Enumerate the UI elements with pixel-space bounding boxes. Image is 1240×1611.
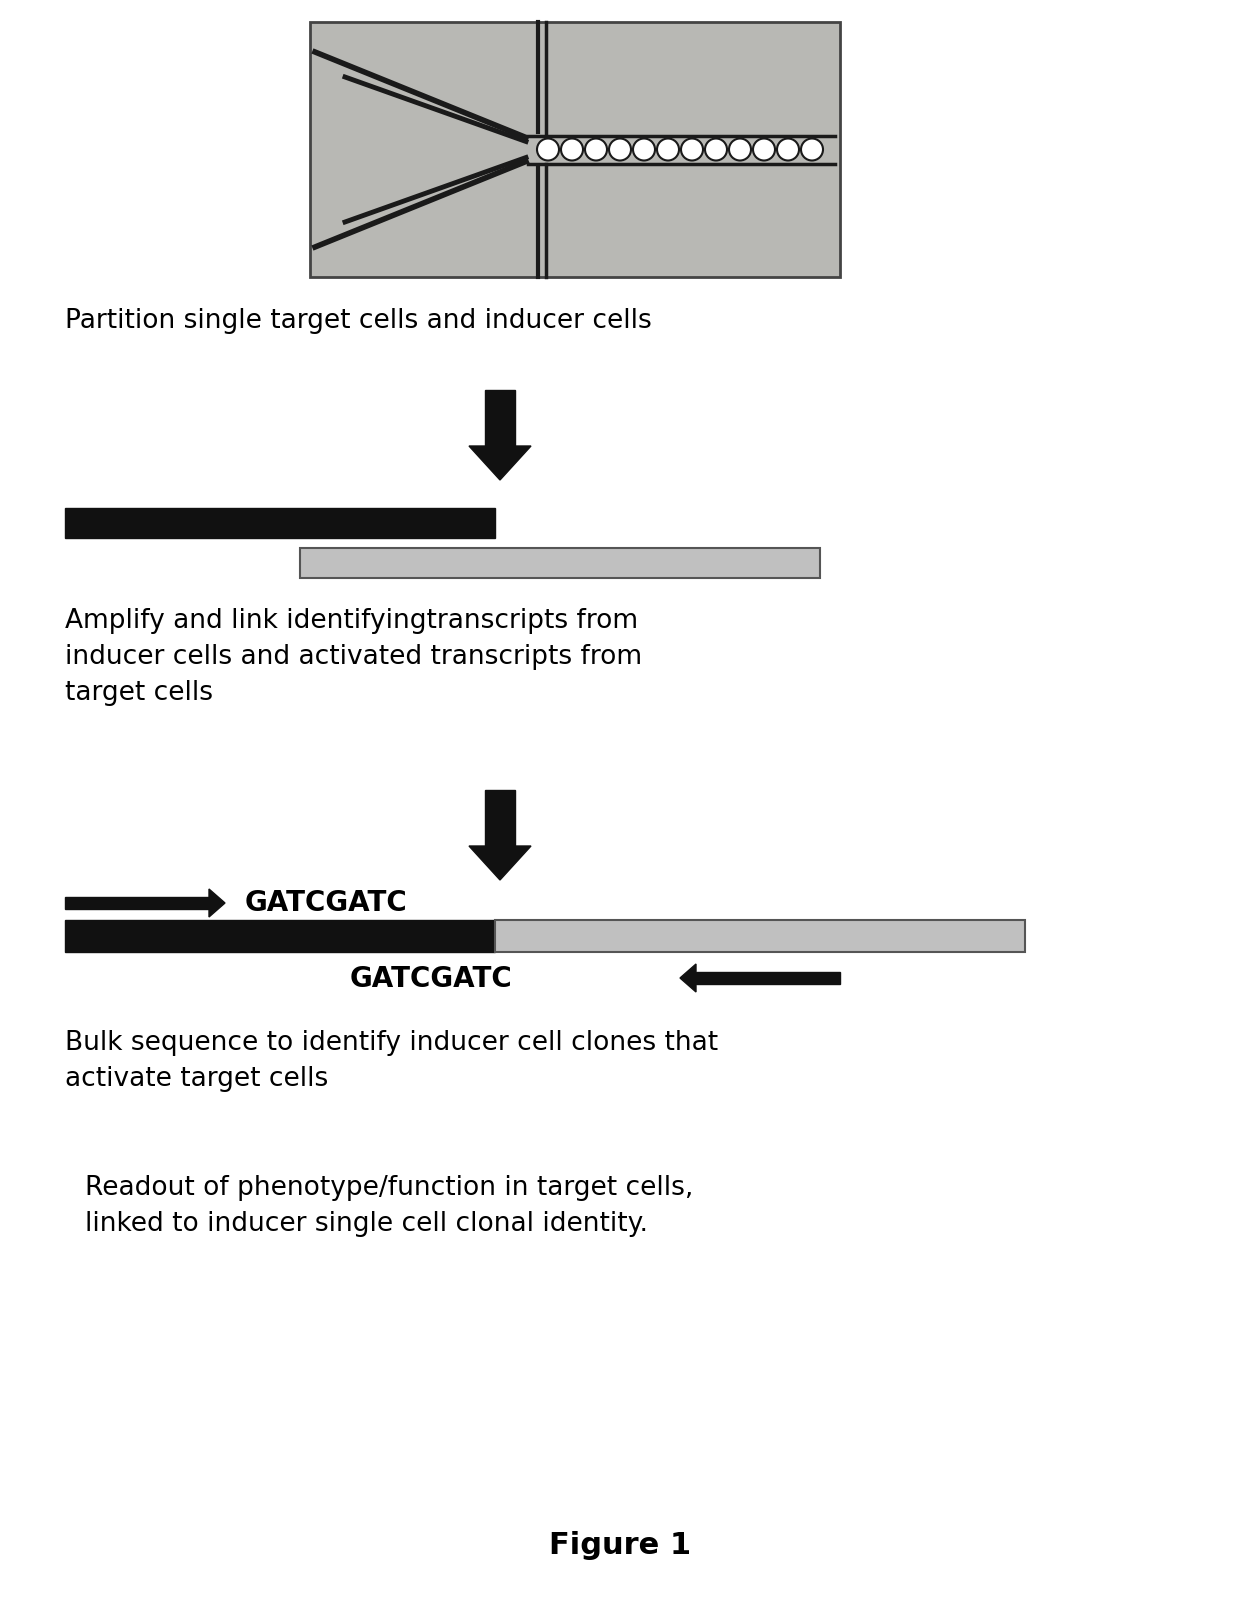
FancyBboxPatch shape [64, 920, 495, 952]
Polygon shape [469, 446, 531, 480]
Text: Amplify and link identifyingtranscripts from
inducer cells and activated transcr: Amplify and link identifyingtranscripts … [64, 607, 642, 706]
Circle shape [706, 139, 727, 161]
Circle shape [729, 139, 751, 161]
Circle shape [609, 139, 631, 161]
Circle shape [753, 139, 775, 161]
Text: GATCGATC: GATCGATC [350, 965, 513, 992]
FancyBboxPatch shape [495, 920, 1025, 952]
Circle shape [777, 139, 799, 161]
Circle shape [632, 139, 655, 161]
Circle shape [681, 139, 703, 161]
Polygon shape [469, 846, 531, 880]
FancyBboxPatch shape [64, 897, 210, 909]
Polygon shape [210, 889, 224, 917]
Circle shape [585, 139, 608, 161]
Text: Figure 1: Figure 1 [549, 1530, 691, 1559]
Circle shape [537, 139, 559, 161]
FancyBboxPatch shape [485, 789, 515, 846]
FancyBboxPatch shape [64, 507, 495, 538]
Text: Partition single target cells and inducer cells: Partition single target cells and induce… [64, 308, 652, 333]
Circle shape [657, 139, 680, 161]
Text: Bulk sequence to identify inducer cell clones that
activate target cells: Bulk sequence to identify inducer cell c… [64, 1029, 718, 1092]
FancyBboxPatch shape [485, 390, 515, 446]
FancyBboxPatch shape [696, 971, 839, 984]
FancyBboxPatch shape [300, 548, 820, 578]
Circle shape [801, 139, 823, 161]
Polygon shape [680, 963, 696, 992]
Text: GATCGATC: GATCGATC [246, 889, 408, 917]
Circle shape [560, 139, 583, 161]
Text: Readout of phenotype/function in target cells,
linked to inducer single cell clo: Readout of phenotype/function in target … [86, 1174, 693, 1237]
FancyBboxPatch shape [310, 23, 839, 277]
